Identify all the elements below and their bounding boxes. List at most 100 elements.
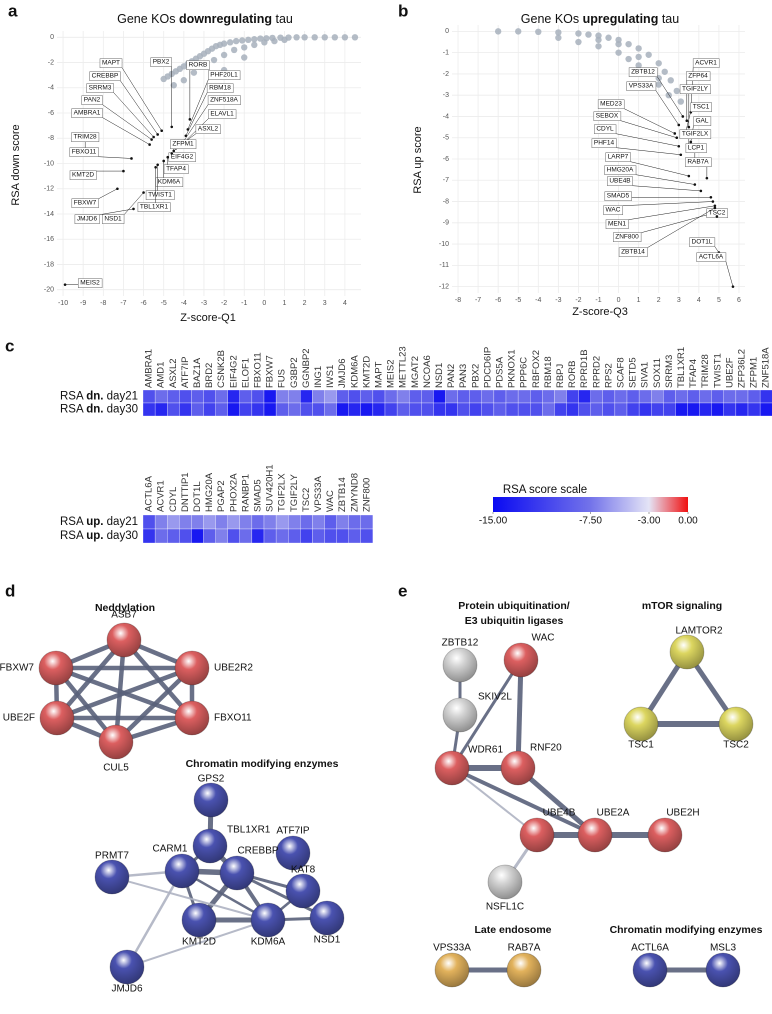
- column-label: TFAP4: [688, 359, 699, 388]
- labelled-point: [711, 200, 715, 203]
- point: [605, 34, 612, 41]
- heatmap-cell: [626, 389, 640, 404]
- column-label: ATF7IP: [180, 357, 191, 389]
- node-label: TSC1: [628, 740, 654, 751]
- point-label: KDM6A: [158, 179, 181, 186]
- heatmap-cell: [481, 402, 495, 417]
- group-title: Chromatin modifying enzymes: [610, 924, 763, 936]
- x-tick-label: 2: [657, 297, 661, 304]
- y-tick-label: 0: [445, 28, 449, 35]
- x-tick-label: -1: [595, 297, 601, 304]
- point-label: RAB7A: [687, 159, 709, 166]
- node-label: JMJD6: [111, 984, 143, 995]
- point-label: ZNF800: [615, 234, 639, 241]
- heatmap-cell: [384, 389, 398, 404]
- group-title: Protein ubiquitination/: [458, 600, 569, 612]
- labelled-point: [132, 207, 135, 211]
- point: [661, 68, 668, 75]
- leader-line: [641, 211, 717, 233]
- column-label: ELOF1: [240, 358, 251, 388]
- point: [170, 82, 177, 89]
- point-label-box: [71, 198, 99, 208]
- heatmap-cell: [396, 389, 410, 404]
- heatmap-cell: [251, 528, 265, 544]
- point: [321, 34, 328, 41]
- node-label: RNF20: [530, 743, 562, 754]
- point-label: ELAVL1: [210, 111, 234, 118]
- point-label-box: [604, 165, 637, 175]
- point-label: TFAP4: [166, 166, 186, 173]
- panel-letter: a: [8, 1, 18, 20]
- edge: [515, 659, 524, 769]
- edge: [111, 876, 269, 921]
- point-label: RBM18: [209, 85, 231, 92]
- y-tick-label: -5: [443, 135, 449, 142]
- column-label: FUS: [277, 369, 288, 388]
- heatmap-cell: [614, 389, 628, 404]
- heatmap-cell: [288, 389, 301, 404]
- y-tick-label: -4: [48, 85, 54, 92]
- heatmap-cell: [433, 402, 446, 417]
- labelled-point: [148, 143, 151, 146]
- network-edges: [53, 637, 739, 973]
- leader-line: [647, 207, 716, 248]
- heatmap-cell: [215, 514, 228, 530]
- point-label: AMBRA1: [74, 110, 101, 117]
- row-label-part: day21: [103, 516, 138, 528]
- column-label: BAZ1A: [192, 357, 203, 388]
- heatmap-cell: [154, 389, 168, 404]
- node-label: ACTL6A: [631, 943, 669, 954]
- heatmap-cell: [251, 389, 265, 404]
- labelled-point: [154, 165, 157, 169]
- heatmap-cell: [336, 514, 349, 530]
- leader-line: [628, 205, 715, 220]
- labelled-point: [699, 189, 703, 193]
- point-label: PHF14: [594, 140, 615, 147]
- point: [635, 45, 642, 52]
- point-label-box: [613, 232, 642, 242]
- node-label: FBXO11: [214, 713, 252, 724]
- labelled-point: [705, 176, 709, 180]
- point-label: ZBTB12: [631, 69, 655, 76]
- chart-title-part: upregulating: [583, 12, 659, 26]
- heatmap-cell: [275, 402, 289, 417]
- heatmap-cell: [590, 402, 603, 417]
- heatmap-cell: [167, 514, 180, 530]
- point: [241, 54, 248, 61]
- point-label: UBE4B: [609, 178, 630, 185]
- chart-title: Gene KOs downregulating tau: [117, 12, 293, 26]
- y-tick-label: -4: [443, 113, 449, 120]
- labelled-point: [677, 144, 681, 148]
- point-label: LARP7: [608, 154, 629, 161]
- column-label: ASXL2: [168, 358, 179, 388]
- heatmap-cell: [288, 514, 301, 530]
- heatmap-cell: [445, 389, 458, 404]
- node: [632, 952, 668, 988]
- point-label-box: [591, 138, 617, 148]
- point: [331, 34, 339, 41]
- heatmap-cell: [360, 514, 374, 530]
- point-label: TGIF2LY: [682, 86, 709, 93]
- heatmap-cell: [493, 389, 507, 404]
- column-label: RBM18: [543, 356, 554, 388]
- point-label: TGIF2LX: [682, 131, 709, 138]
- x-tick-label: 3: [677, 297, 681, 304]
- heatmap-cell: [179, 389, 192, 404]
- column-label: PAN2: [446, 364, 457, 388]
- column-label: TRIM28: [700, 354, 711, 388]
- heatmap-cell: [239, 528, 253, 544]
- point-label-box: [607, 176, 633, 186]
- point-label-box: [74, 214, 100, 224]
- heatmap-cell: [554, 402, 567, 417]
- x-tick-label: 2: [303, 300, 307, 307]
- node: [434, 750, 470, 786]
- heatmap-cell: [312, 514, 325, 530]
- heatmap-cell: [300, 514, 313, 530]
- column-label: GGNBP2: [301, 348, 312, 388]
- y-tick-label: -18: [44, 261, 54, 268]
- point-label: JMJD6: [77, 216, 98, 223]
- point-label: MED23: [600, 101, 622, 108]
- point-label-box: [69, 170, 97, 180]
- node-label: UBE4B: [543, 808, 576, 819]
- point: [311, 34, 318, 41]
